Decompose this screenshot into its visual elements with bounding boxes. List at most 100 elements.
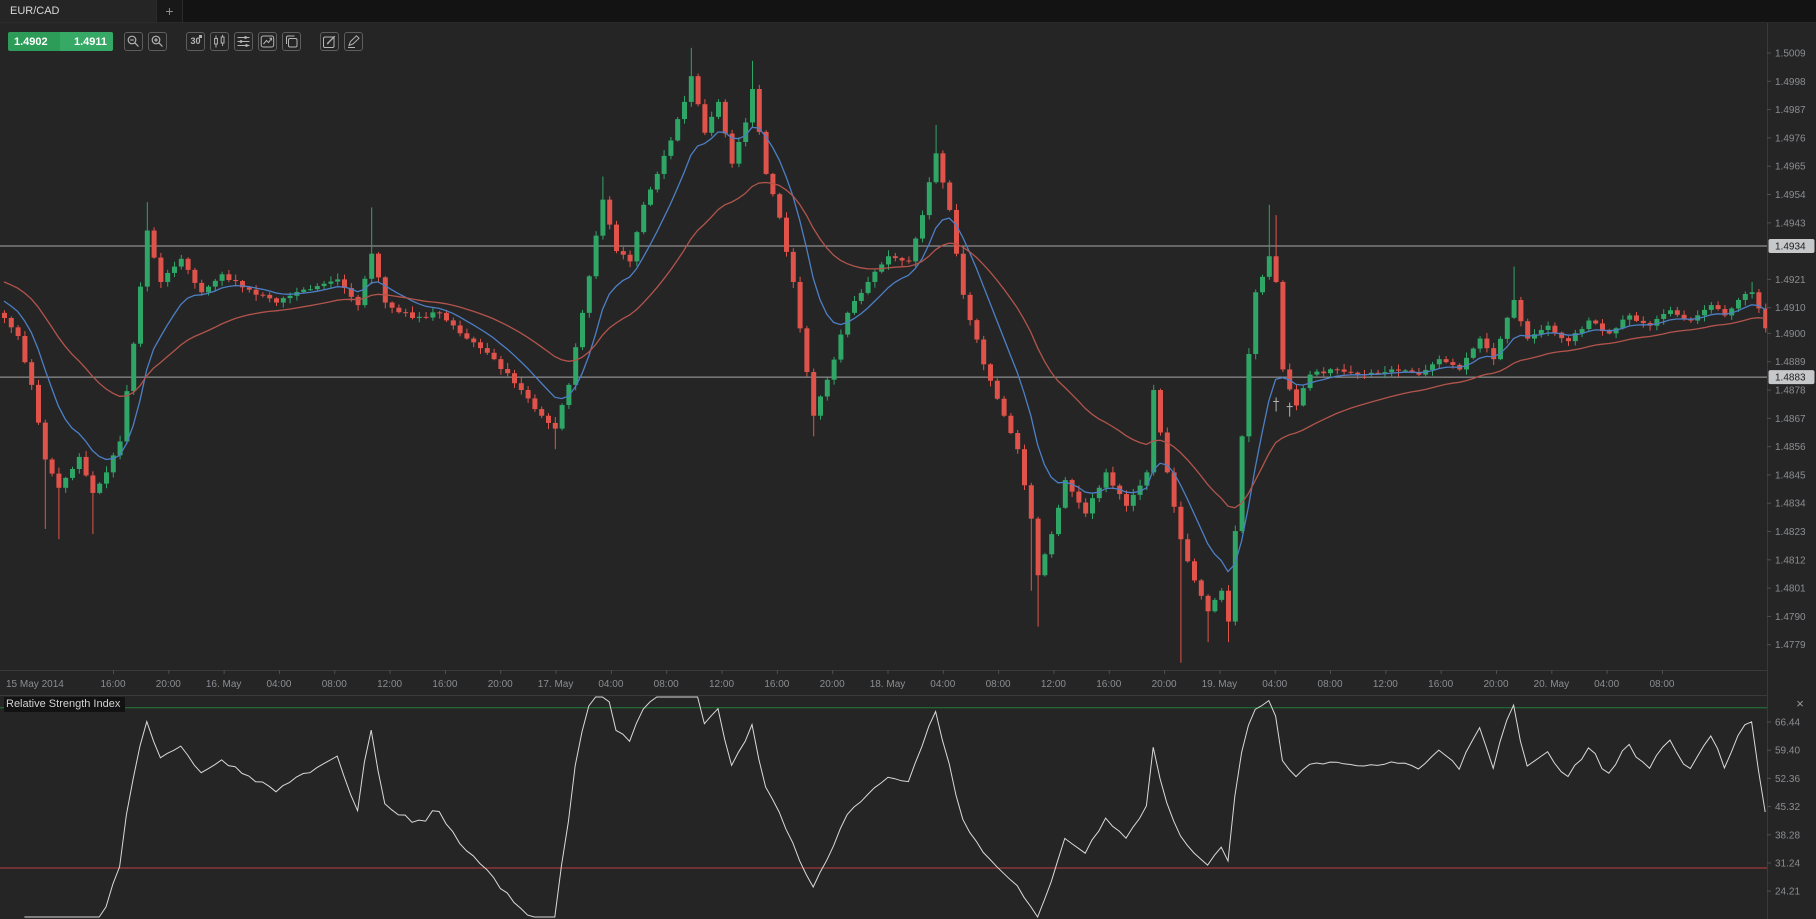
time-tick-label: 20:00 <box>1152 679 1177 690</box>
time-tick-label: 20:00 <box>1483 679 1508 690</box>
price-tick-label: 1.4943 <box>1775 218 1806 229</box>
time-tick-label: 04:00 <box>598 679 623 690</box>
new-tab-button[interactable]: + <box>157 0 183 22</box>
price-tick-label: 1.4900 <box>1775 329 1806 340</box>
chart-toolbar: 1.4902 1.4911 30 <box>8 32 368 51</box>
time-tick-label: 20:00 <box>156 679 181 690</box>
time-axis[interactable]: 15 May 2014 16:00 20:00 16. May 04:00 08:00 12… <box>6 670 1675 690</box>
price-tick-label: 1.4845 <box>1775 470 1806 481</box>
time-tick-label: 20:00 <box>820 679 845 690</box>
candles-layer <box>2 47 1767 663</box>
time-tick-label: 08:00 <box>654 679 679 690</box>
price-tick-label: 1.4812 <box>1775 555 1806 566</box>
time-tick-label: 16. May <box>206 679 242 690</box>
timeframe-dropdown-dot <box>199 35 202 38</box>
time-tick-label: 16:00 <box>100 679 125 690</box>
price-tick-label: 1.4867 <box>1775 414 1806 425</box>
price-tick-label: 1.4987 <box>1775 105 1806 116</box>
time-tick-label: 08:00 <box>1649 679 1674 690</box>
price-tick-label: 1.4790 <box>1775 612 1806 623</box>
zoom-in-icon <box>151 35 163 47</box>
rsi-tick-label: 52.36 <box>1775 774 1800 785</box>
time-tick-label: 16:00 <box>1428 679 1453 690</box>
tab-bar: EUR/CAD + <box>0 0 1816 23</box>
tab-eurcad[interactable]: EUR/CAD <box>0 0 157 22</box>
time-tick-label: 04:00 <box>266 679 291 690</box>
rsi-line <box>24 696 1766 918</box>
draw-marker-button[interactable] <box>344 32 363 51</box>
trade-markers-layer <box>1273 397 1293 417</box>
time-tick-label: 08:00 <box>1318 679 1343 690</box>
ma-slow-line <box>3 181 1766 509</box>
time-tick-label: 20. May <box>1534 679 1570 690</box>
chart-layout-button[interactable] <box>258 32 277 51</box>
price-tick-label: 1.4878 <box>1775 386 1806 397</box>
price-line-label-1: 1.4883 <box>1768 370 1815 385</box>
rsi-tick-label: 38.28 <box>1775 830 1800 841</box>
price-lines-layer <box>0 245 1767 378</box>
time-tick-label: 04:00 <box>1594 679 1619 690</box>
rsi-tick-label: 45.32 <box>1775 802 1800 813</box>
price-tick-label: 1.4889 <box>1775 357 1806 368</box>
price-tick-label: 1.4834 <box>1775 499 1806 510</box>
copy-icon <box>286 35 298 48</box>
ma-fast-line <box>3 126 1766 573</box>
indicator-settings-button[interactable] <box>234 32 253 51</box>
timeframe-button[interactable]: 30 <box>186 32 205 51</box>
time-tick-label: 18. May <box>870 679 906 690</box>
time-tick-label: 16:00 <box>764 679 789 690</box>
rsi-tick-label: 59.40 <box>1775 746 1800 757</box>
rsi-tick-label: 66.44 <box>1775 718 1800 729</box>
duplicate-chart-button[interactable] <box>282 32 301 51</box>
time-tick-label: 17. May <box>538 679 574 690</box>
price-line-label-0: 1.4934 <box>1768 238 1815 253</box>
quote-box: 1.4902 1.4911 <box>8 32 113 51</box>
rsi-tick-label: 24.21 <box>1775 887 1800 898</box>
ask-price[interactable]: 1.4911 <box>60 32 113 51</box>
zoom-out-button[interactable] <box>124 32 143 51</box>
candlestick-icon <box>214 34 225 48</box>
time-tick-label: 12:00 <box>709 679 734 690</box>
time-tick-label: 12:00 <box>1373 679 1398 690</box>
time-tick-label: 15 May 2014 <box>6 679 64 690</box>
price-tick-label: 1.4856 <box>1775 442 1806 453</box>
timeframe-label: 30 <box>190 36 201 46</box>
edit-icon <box>323 35 336 48</box>
tab-label: EUR/CAD <box>10 5 60 17</box>
marker-pen-icon <box>348 35 360 48</box>
rsi-pane-close-button[interactable]: × <box>1796 695 1804 711</box>
time-tick-label: 12:00 <box>377 679 402 690</box>
svg-text:1.4934: 1.4934 <box>1775 241 1806 252</box>
price-tick-label: 1.4965 <box>1775 162 1806 173</box>
chart-style-button[interactable] <box>210 32 229 51</box>
price-tick-label: 1.4779 <box>1775 640 1806 651</box>
rsi-pane <box>0 696 1767 918</box>
rsi-pane-title: Relative Strength Index <box>4 697 126 712</box>
price-axis[interactable]: 1.5009 1.4998 1.4987 1.4976 1.4965 1.4954 1.49… <box>1767 49 1815 652</box>
time-tick-label: 04:00 <box>1262 679 1287 690</box>
rsi-tick-label: 31.24 <box>1775 858 1800 869</box>
bid-price[interactable]: 1.4902 <box>8 32 60 51</box>
zoom-in-button[interactable] <box>148 32 167 51</box>
time-tick-label: 08:00 <box>322 679 347 690</box>
time-tick-label: 16:00 <box>432 679 457 690</box>
zoom-out-icon <box>127 35 139 47</box>
price-tick-label: 1.4801 <box>1775 584 1806 595</box>
edit-annotations-button[interactable] <box>320 32 339 51</box>
rsi-axis[interactable]: 66.44 59.40 52.36 45.32 38.28 31.24 24.21 <box>1767 718 1800 898</box>
time-tick-label: 16:00 <box>1096 679 1121 690</box>
price-tick-label: 1.5009 <box>1775 49 1806 60</box>
price-tick-label: 1.4921 <box>1775 275 1806 286</box>
svg-text:1.4883: 1.4883 <box>1775 373 1806 384</box>
time-tick-label: 20:00 <box>488 679 513 690</box>
price-tick-label: 1.4998 <box>1775 77 1806 88</box>
price-tick-label: 1.4976 <box>1775 133 1806 144</box>
time-tick-label: 08:00 <box>986 679 1011 690</box>
time-tick-label: 12:00 <box>1041 679 1066 690</box>
sliders-icon <box>237 36 250 47</box>
time-tick-label: 19. May <box>1202 679 1238 690</box>
time-tick-label: 04:00 <box>930 679 955 690</box>
chart-box-icon <box>260 35 275 48</box>
